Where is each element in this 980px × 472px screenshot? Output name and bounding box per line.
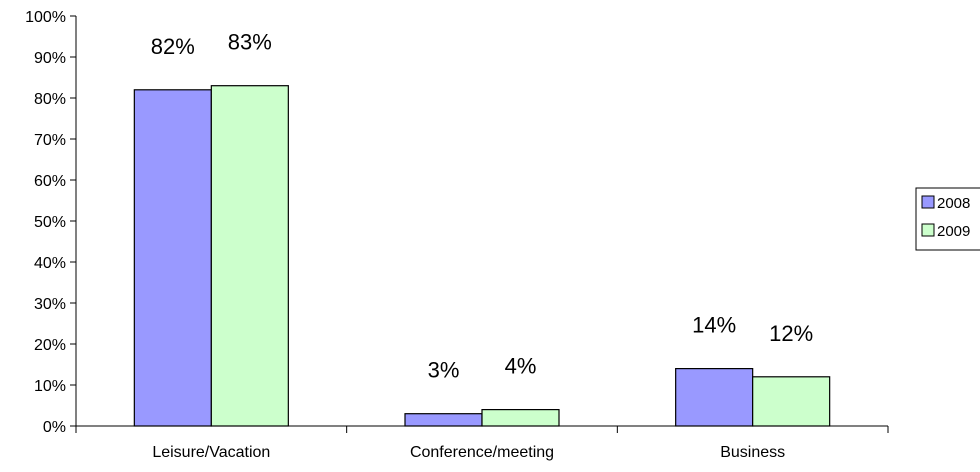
y-tick-label: 50% (34, 214, 66, 231)
x-category-label: Conference/meeting (410, 444, 554, 461)
data-label: 83% (228, 30, 272, 55)
x-category-label: Leisure/Vacation (152, 444, 270, 461)
bars (133, 85, 831, 427)
y-tick-label: 70% (34, 132, 66, 149)
y-axis: 0% 10% 20% 30% 40% 50% 60% 70% 80% 90% 100% (25, 9, 77, 436)
legend-label: 2008 (937, 195, 970, 212)
bar-2008-1 (404, 413, 483, 427)
y-tick-label: 80% (34, 91, 66, 108)
bar-2008-2 (675, 368, 754, 427)
data-label: 14% (692, 313, 736, 338)
y-tick-label: 100% (25, 9, 66, 26)
y-tick-label: 30% (34, 296, 66, 313)
y-tick-label: 0% (43, 419, 66, 436)
x-category-label: Business (720, 444, 785, 461)
data-labels: 82% 83% 3% 4% 14% 12% (151, 30, 813, 383)
data-label: 4% (505, 354, 537, 379)
data-label: 3% (428, 358, 460, 383)
y-tick-label: 60% (34, 173, 66, 190)
y-tick-label: 40% (34, 255, 66, 272)
legend-box (915, 187, 980, 251)
data-label: 82% (151, 34, 195, 59)
y-tick-label: 20% (34, 337, 66, 354)
data-label: 12% (769, 321, 813, 346)
y-tick-label: 10% (34, 378, 66, 395)
bar-2009-0 (210, 85, 289, 427)
bar-2008-0 (133, 89, 212, 427)
legend-label: 2009 (937, 223, 970, 240)
bar-2009-2 (752, 376, 831, 427)
legend-swatch (921, 195, 935, 209)
legend-swatch (921, 223, 935, 237)
y-tick-label: 90% (34, 50, 66, 67)
legend: 2008 2009 (915, 187, 980, 251)
bar-2009-1 (481, 409, 560, 427)
x-axis: Leisure/Vacation Conference/meeting Busine… (75, 425, 889, 461)
